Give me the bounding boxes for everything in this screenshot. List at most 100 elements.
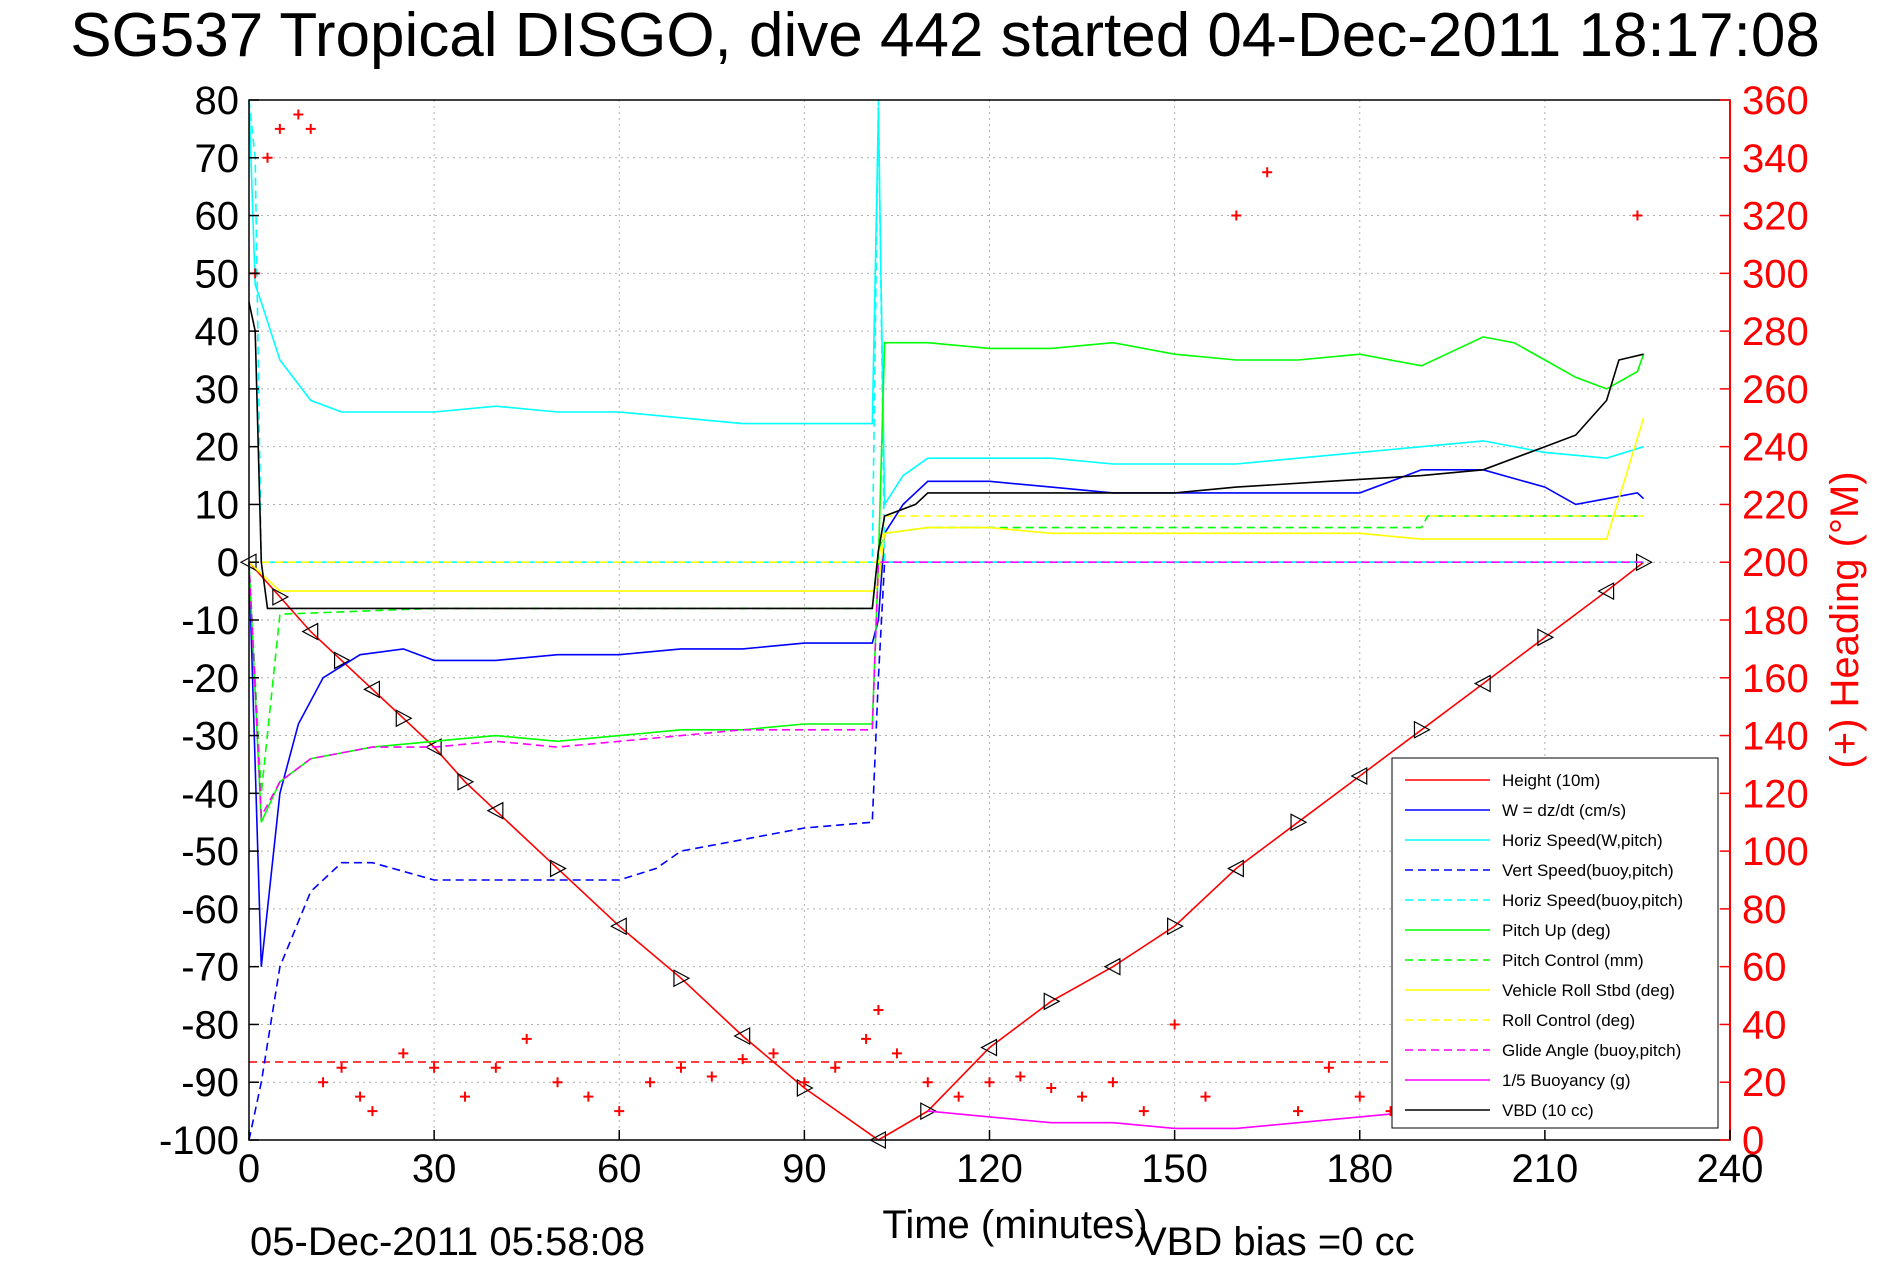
- right-y-tick-label: 240: [1742, 426, 1809, 470]
- height-marker: [363, 680, 381, 699]
- heading-point: [1107, 1077, 1118, 1088]
- right-y-tick-label: 20: [1742, 1061, 1787, 1105]
- right-y-tick-label: 340: [1742, 137, 1809, 181]
- roll-control-deg-line: [249, 515, 1644, 563]
- height-marker: [333, 651, 351, 670]
- legend: Height (10m) W = dz/dt (cm/s) Horiz Speed(…: [1391, 757, 1719, 1129]
- right-y-tick-label: 100: [1742, 830, 1809, 874]
- vert-speed-buoy-pitch-line: [248, 561, 1644, 1141]
- y-tick-label: 20: [195, 426, 240, 470]
- x-tick-label: 210: [1512, 1147, 1579, 1191]
- heading-point: [830, 1062, 841, 1073]
- heading-point: [984, 1077, 995, 1088]
- legend-label: VBD (10 cc): [1502, 1101, 1594, 1120]
- height-marker: [1413, 720, 1431, 739]
- heading-point: [293, 109, 304, 120]
- heading-point: [583, 1091, 594, 1102]
- right-y-tick-label: 360: [1742, 79, 1809, 123]
- x-tick-label: 90: [782, 1147, 827, 1191]
- height-marker: [980, 1038, 998, 1057]
- y-tick-label: 60: [195, 195, 240, 239]
- height-marker: [486, 801, 504, 820]
- height-marker: [1350, 767, 1368, 785]
- right-y-tick-label: 300: [1742, 252, 1809, 296]
- heading-point: [490, 1062, 501, 1073]
- y-tick-label: 10: [195, 483, 240, 527]
- y-tick-label: -90: [181, 1061, 239, 1105]
- height-marker: [301, 622, 319, 641]
- glide-angle-buoy-pitch-line: [248, 561, 1644, 820]
- heading-point: [1323, 1062, 1334, 1073]
- right-y-axis-label: (+) Heading (°M): [1823, 471, 1867, 768]
- right-y-tick-label: 220: [1742, 483, 1809, 527]
- heading-point: [336, 1062, 347, 1073]
- x-axis-label: Time (minutes): [882, 1203, 1147, 1247]
- height-marker: [1043, 992, 1061, 1011]
- y-tick-label: -100: [159, 1119, 239, 1163]
- y-tick-label: 70: [195, 137, 240, 181]
- legend-label: Pitch Control (mm): [1502, 951, 1644, 970]
- height-marker: [920, 1102, 938, 1121]
- legend-label: Horiz Speed(W,pitch): [1502, 831, 1663, 850]
- y-tick-label: -40: [181, 772, 239, 816]
- height-marker: [424, 738, 442, 757]
- legend-label: Vert Speed(buoy,pitch): [1502, 861, 1674, 880]
- heading-point: [1169, 1019, 1180, 1030]
- y-tick-label: -30: [181, 715, 239, 759]
- legend-label: Height (10m): [1502, 771, 1600, 790]
- legend-label: Vehicle Roll Stbd (deg): [1502, 981, 1675, 1000]
- legend-label: Horiz Speed(buoy,pitch): [1502, 891, 1683, 910]
- heading-point: [1046, 1083, 1057, 1093]
- chart-title: SG537 Tropical DISGO, dive 442 started 0…: [70, 1, 1820, 70]
- height-marker: [1597, 582, 1615, 601]
- y-tick-label: -80: [181, 1003, 239, 1047]
- heading-point: [1231, 210, 1242, 221]
- right-y-tick-label: 180: [1742, 599, 1809, 643]
- right-y-tick-label: 40: [1742, 1003, 1787, 1047]
- heading-point: [675, 1062, 686, 1073]
- right-y-tick-label: 200: [1742, 541, 1809, 585]
- heading-point: [861, 1033, 872, 1044]
- legend-label: W = dz/dt (cm/s): [1502, 801, 1626, 820]
- height-10m-line: [248, 561, 1645, 1141]
- heading-point: [262, 152, 273, 163]
- heading-point: [1015, 1071, 1026, 1082]
- right-y-tick-label: 160: [1742, 657, 1809, 701]
- y-tick-label: 0: [217, 541, 239, 585]
- footer-end-timestamp: 05-Dec-2011 05:58:08: [250, 1220, 645, 1262]
- legend-label: 1/5 Buoyancy (g): [1502, 1071, 1631, 1090]
- y-tick-label: -70: [181, 946, 239, 990]
- heading-point: [706, 1071, 717, 1082]
- pitch-up-deg-line: [248, 336, 1645, 823]
- heading-point: [1632, 210, 1643, 221]
- x-tick-label: 0: [238, 1147, 260, 1191]
- y-tick-label: 50: [195, 252, 240, 296]
- height-marker: [609, 917, 627, 936]
- height-marker: [1227, 859, 1244, 878]
- heading-point: [305, 123, 316, 134]
- legend-box: [1391, 757, 1719, 1129]
- x-tick-label: 30: [412, 1147, 457, 1191]
- y-tick-label: 40: [195, 310, 240, 354]
- height-marker: [1167, 917, 1184, 936]
- height-marker: [457, 772, 475, 791]
- heading-point: [645, 1077, 656, 1088]
- legend-label: Pitch Up (deg): [1502, 921, 1611, 940]
- y-tick-label: 80: [195, 79, 240, 123]
- height-marker: [1537, 628, 1555, 647]
- height-marker: [1473, 674, 1491, 693]
- height-marker: [733, 1027, 751, 1045]
- x-tick-label: 60: [597, 1147, 642, 1191]
- heading-point: [355, 1091, 366, 1102]
- heading-point: [1138, 1106, 1149, 1117]
- heading-point: [614, 1106, 625, 1117]
- heading-point: [429, 1062, 440, 1073]
- heading-point: [1200, 1091, 1211, 1102]
- y-tick-label: 30: [195, 368, 240, 412]
- heading-point: [737, 1054, 748, 1065]
- heading-point: [799, 1077, 810, 1088]
- heading-point: [398, 1048, 409, 1059]
- heading-point: [1354, 1091, 1365, 1102]
- right-y-tick-label: 60: [1742, 946, 1787, 990]
